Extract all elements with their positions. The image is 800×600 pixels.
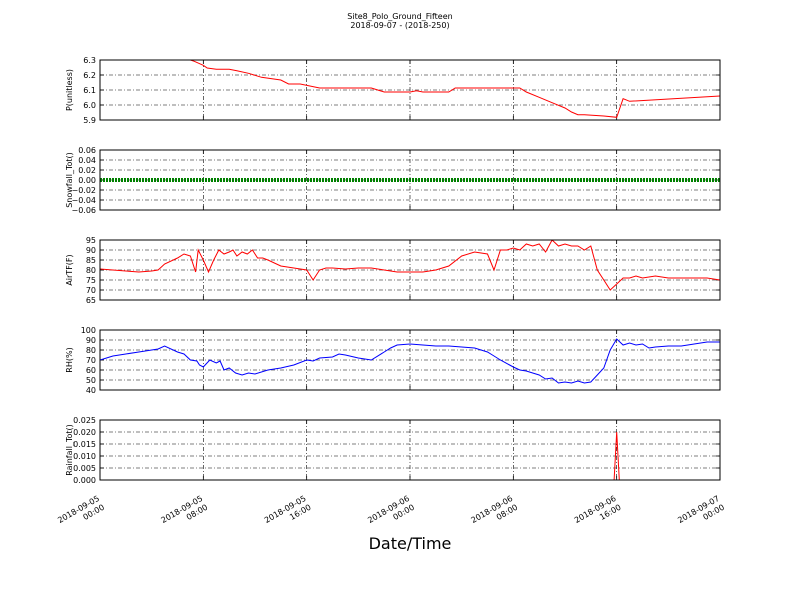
x-tick-label: 2018-09-0700:00 xyxy=(676,494,726,534)
panel-frame xyxy=(99,239,721,301)
y-tick-label: 0.020 xyxy=(73,428,96,437)
y-tick-label: −0.02 xyxy=(71,186,96,195)
x-axis-label: Date/Time xyxy=(368,534,452,553)
y-tick-label: 50 xyxy=(86,376,96,385)
y-axis-label: AirTF(F) xyxy=(65,254,74,285)
y-tick-label: 6.1 xyxy=(83,86,96,95)
chart-title: Site8_Polo_Ground_Fifteen xyxy=(347,12,453,21)
y-tick-label: 0.000 xyxy=(73,476,96,485)
series-line xyxy=(100,431,720,480)
chart-subtitle: 2018-09-07 - (2018-250) xyxy=(350,21,450,30)
y-tick-label: 0.015 xyxy=(73,440,96,449)
series-line xyxy=(100,338,720,384)
y-tick-label: 80 xyxy=(86,266,96,275)
y-tick-label: 90 xyxy=(86,246,96,255)
panel-frame xyxy=(99,419,721,481)
x-tick-label: 2018-09-0500:00 xyxy=(56,494,106,534)
x-tick-label: 2018-09-0608:00 xyxy=(470,494,520,534)
x-tick-label: 2018-09-0600:00 xyxy=(366,494,416,534)
x-tick-label: 2018-09-0616:00 xyxy=(573,494,623,534)
y-tick-label: 0.010 xyxy=(73,452,96,461)
y-tick-label: 5.9 xyxy=(83,116,96,125)
y-tick-label: 0.06 xyxy=(78,146,96,155)
series-line xyxy=(190,60,720,118)
panel-frame xyxy=(99,59,721,121)
panel-frame xyxy=(99,329,721,391)
y-axis-label: P(unitless) xyxy=(65,69,74,111)
y-tick-label: 95 xyxy=(86,236,96,245)
panel-frame xyxy=(99,149,721,211)
y-tick-label: 60 xyxy=(86,366,96,375)
y-tick-label: 6.0 xyxy=(83,101,96,110)
y-tick-label: 6.3 xyxy=(83,56,96,65)
y-tick-label: 70 xyxy=(86,286,96,295)
y-tick-label: 0.04 xyxy=(78,156,96,165)
series-line xyxy=(100,240,720,291)
y-axis-label: RH(%) xyxy=(65,347,74,372)
y-tick-label: −0.04 xyxy=(71,196,96,205)
y-tick-label: 0.02 xyxy=(78,166,96,175)
y-tick-label: −0.06 xyxy=(71,206,96,215)
x-tick-label: 2018-09-0508:00 xyxy=(160,494,210,534)
y-tick-label: 80 xyxy=(86,346,96,355)
y-axis-label: Snowfall_Tot() xyxy=(65,152,74,208)
y-tick-label: 0.00 xyxy=(78,176,96,185)
y-tick-label: 70 xyxy=(86,356,96,365)
y-tick-label: 100 xyxy=(81,326,96,335)
y-axis-label: Rainfall_Tot() xyxy=(65,424,74,476)
y-tick-label: 90 xyxy=(86,336,96,345)
y-tick-label: 65 xyxy=(86,296,96,305)
y-tick-label: 6.2 xyxy=(83,71,96,80)
y-tick-label: 75 xyxy=(86,276,96,285)
y-tick-label: 0.025 xyxy=(73,416,96,425)
y-tick-label: 40 xyxy=(86,386,96,395)
y-tick-label: 0.005 xyxy=(73,464,96,473)
y-tick-label: 85 xyxy=(86,256,96,265)
x-tick-label: 2018-09-0516:00 xyxy=(263,494,313,534)
